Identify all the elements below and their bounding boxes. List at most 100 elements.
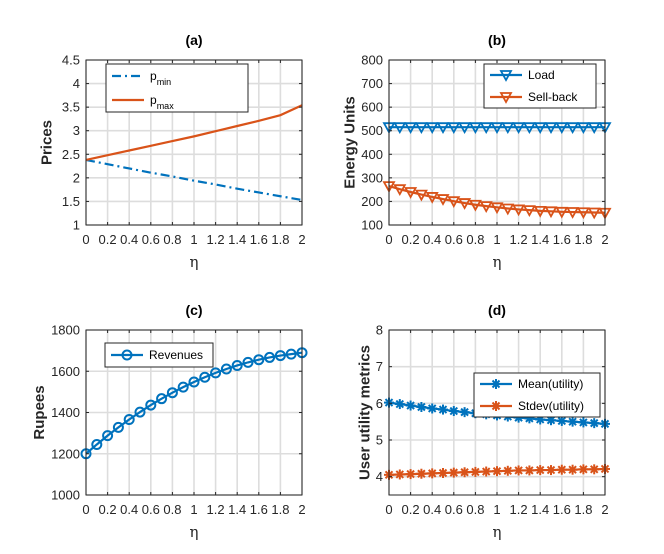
legend-label: pmin: [150, 69, 171, 87]
chart-panel-d: 0 0.2 0.4 0.6 0.8 1 1.2 1.4 1.6 1.8 2 4 5 6 7 8 (d) η User…: [357, 302, 610, 541]
data-point: [394, 469, 405, 480]
series-load: [382, 122, 612, 135]
legend-marker: [491, 379, 501, 389]
data-point: [589, 418, 600, 429]
y-tick-label: 1.5: [62, 194, 80, 209]
legend-label: Revenues: [149, 348, 203, 362]
data-point: [468, 199, 482, 212]
x-tick-label: 0: [82, 232, 89, 247]
chart-panel-b: 0 0.2 0.4 0.6 0.8 1 1.2 1.4 1.6 1.8 2 100 200 300 400 5…: [342, 32, 612, 271]
chart-title: (d): [488, 302, 506, 318]
y-tick-label: 8: [376, 323, 383, 338]
data-point: [436, 122, 450, 135]
data-point: [91, 438, 103, 450]
y-tick-label: 700: [361, 76, 383, 91]
x-tick-label: 1.8: [574, 232, 592, 247]
data-point: [501, 203, 515, 216]
data-point: [468, 122, 482, 135]
x-tick-label: 2: [601, 502, 608, 517]
x-tick-label: 1.2: [510, 502, 528, 517]
y-tick-label: 3: [73, 123, 80, 138]
data-point: [414, 189, 428, 202]
x-tick-label: 0.6: [142, 502, 160, 517]
data-point: [404, 187, 418, 199]
x-tick-label: 1.6: [553, 502, 571, 517]
series-p-min: [85, 158, 303, 202]
data-point: [145, 399, 157, 411]
y-axis-label: Prices: [39, 120, 56, 165]
data-point: [578, 417, 589, 428]
x-tick-label: 1: [493, 502, 500, 517]
y-tick-label: 500: [361, 123, 383, 138]
data-point: [188, 376, 200, 388]
data-point: [459, 467, 470, 478]
data-point: [546, 465, 556, 476]
data-point: [436, 194, 450, 206]
data-point: [481, 466, 492, 477]
y-tick-label: 1: [73, 218, 80, 233]
y-tick-label: 1600: [51, 364, 80, 379]
series-revenues: [80, 347, 308, 460]
x-axis-label: η: [493, 253, 502, 271]
chart-title: (a): [185, 32, 202, 48]
data-point: [253, 354, 265, 366]
x-axis-label: η: [190, 253, 199, 271]
data-point: [425, 122, 439, 135]
data-point: [448, 406, 459, 417]
y-tick-label: 800: [361, 53, 383, 68]
y-tick-label: 600: [361, 100, 383, 115]
data-point: [567, 464, 578, 475]
x-axis-label: η: [190, 523, 199, 541]
data-point: [512, 122, 526, 135]
data-point: [470, 466, 481, 477]
legend-label: Sell-back: [528, 90, 578, 104]
data-point: [242, 356, 254, 368]
data-point: [567, 416, 578, 427]
data-point: [231, 359, 243, 371]
data-point: [427, 403, 438, 414]
series-line: [85, 104, 303, 162]
data-point: [134, 406, 146, 418]
data-point: [405, 400, 416, 411]
x-tick-label: 1.8: [574, 502, 592, 517]
y-tick-label: 7: [376, 359, 383, 374]
x-tick-label: 1.4: [531, 232, 549, 247]
legend: Mean(utility) Stdev(utility): [473, 372, 601, 418]
chart-title: (c): [185, 302, 202, 318]
data-point: [447, 196, 461, 209]
data-point: [535, 414, 546, 425]
data-point: [544, 206, 558, 219]
y-tick-label: 3.5: [62, 100, 80, 115]
data-point: [587, 207, 601, 220]
x-tick-label: 0.8: [163, 502, 181, 517]
y-tick-label: 4: [376, 469, 383, 484]
data-point: [490, 122, 504, 135]
data-point: [405, 469, 416, 480]
x-tick-label: 0.6: [445, 502, 463, 517]
data-point: [166, 387, 178, 399]
data-point: [546, 415, 556, 426]
y-tick-label: 100: [361, 218, 383, 233]
data-point: [490, 202, 504, 215]
data-point: [220, 363, 232, 375]
x-tick-label: 1: [190, 502, 197, 517]
data-point: [533, 205, 547, 218]
legend-marker: [491, 401, 501, 411]
legend-label: Stdev(utility): [518, 399, 584, 413]
x-tick-label: 1.2: [207, 502, 225, 517]
x-tick-label: 1.6: [250, 502, 268, 517]
data-point: [458, 122, 472, 135]
data-point: [479, 201, 493, 213]
x-tick-label: 1: [190, 232, 197, 247]
data-point: [566, 122, 580, 135]
x-tick-label: 0.2: [99, 502, 117, 517]
y-tick-label: 2: [73, 170, 80, 185]
y-tick-label: 1000: [51, 488, 80, 503]
data-point: [576, 122, 590, 135]
x-tick-label: 1.6: [553, 232, 571, 247]
series-line: [85, 158, 303, 202]
x-tick-label: 0: [82, 502, 89, 517]
series-stdev-utility-: [384, 463, 610, 480]
x-tick-label: 0.8: [163, 232, 181, 247]
